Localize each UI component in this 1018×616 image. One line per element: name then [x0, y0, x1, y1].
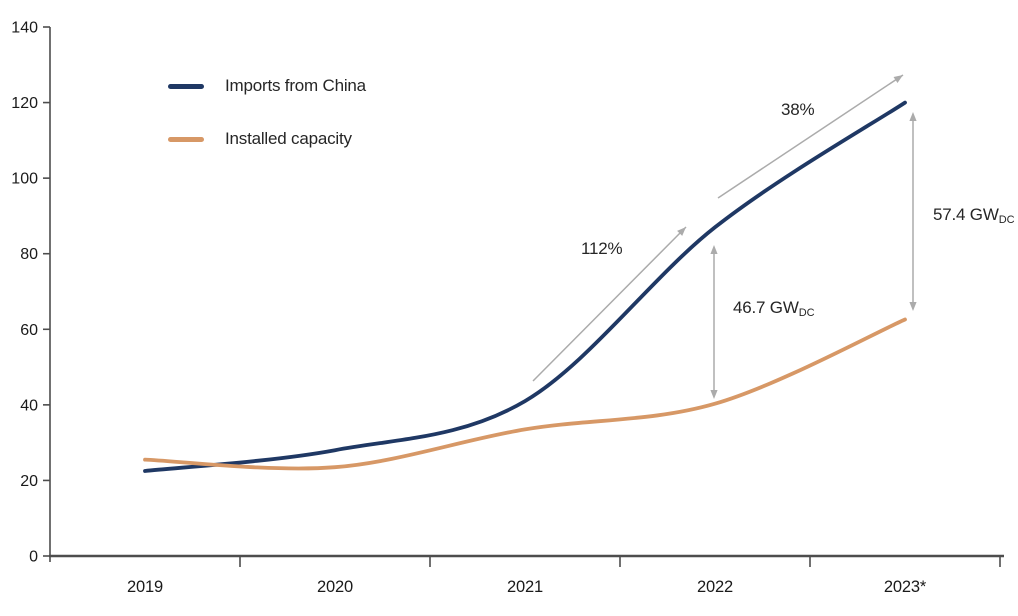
legend-item-capacity: Installed capacity — [168, 129, 352, 149]
y-tick-label: 60 — [20, 322, 38, 339]
imports-from-china-line — [143, 100, 907, 473]
imports-line-swatch — [168, 83, 204, 89]
legend-label-imports: Imports from China — [225, 76, 366, 95]
x-tick-label: 2021 — [507, 578, 543, 596]
legend-item-imports: Imports from China — [168, 76, 366, 96]
gap-arrow-head-bottom — [710, 390, 718, 399]
y-tick-label: 120 — [11, 95, 38, 112]
gap-arrow-head-top — [909, 112, 917, 121]
annotation-gap-2022: 46.7 GWDC — [733, 298, 815, 319]
growth-arrow-head — [677, 227, 686, 236]
y-tick-label: 80 — [20, 246, 38, 263]
x-tick-label: 2019 — [127, 578, 163, 596]
x-tick-label: 2022 — [697, 578, 733, 596]
annotation-text: 46.7 GW — [733, 298, 799, 317]
legend-label-capacity: Installed capacity — [225, 129, 352, 148]
capacity-line-swatch — [168, 136, 204, 142]
growth-arrow-line — [532, 226, 687, 382]
annotation-growth-2022-2023: 38% — [781, 100, 815, 121]
y-tick-label: 140 — [11, 20, 38, 37]
growth-arrow-head — [893, 75, 903, 83]
y-tick-label: 0 — [29, 549, 38, 566]
annotation-text: 38% — [781, 100, 815, 119]
annotation-text: 57.4 GW — [933, 205, 999, 224]
annotation-text: 112% — [581, 239, 623, 258]
installed-capacity-line — [143, 317, 907, 471]
x-tick-label: 2020 — [317, 578, 353, 596]
x-tick-label: 2023* — [884, 578, 927, 596]
gap-arrow-head-bottom — [909, 302, 917, 311]
annotation-growth-2021-2022: 112% — [581, 239, 623, 260]
y-tick-label: 40 — [20, 397, 38, 414]
annotation-gap-2023: 57.4 GWDC — [933, 205, 1015, 226]
annotation-subscript: DC — [998, 214, 1015, 226]
y-tick-label: 20 — [20, 473, 38, 490]
y-tick-label: 100 — [11, 171, 38, 188]
gap-arrow-head-top — [710, 245, 718, 254]
annotation-subscript: DC — [798, 307, 815, 319]
growth-arrow-line — [717, 74, 904, 199]
